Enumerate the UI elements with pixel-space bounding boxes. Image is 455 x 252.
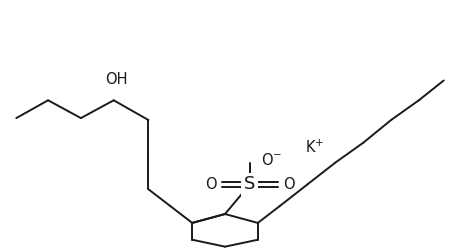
Text: O: O (205, 177, 216, 192)
Text: O$^{-}$: O$^{-}$ (261, 152, 282, 168)
Text: K$^{+}$: K$^{+}$ (304, 139, 324, 156)
Text: OH: OH (105, 72, 127, 87)
Text: S: S (243, 175, 255, 193)
Text: O: O (283, 177, 294, 192)
